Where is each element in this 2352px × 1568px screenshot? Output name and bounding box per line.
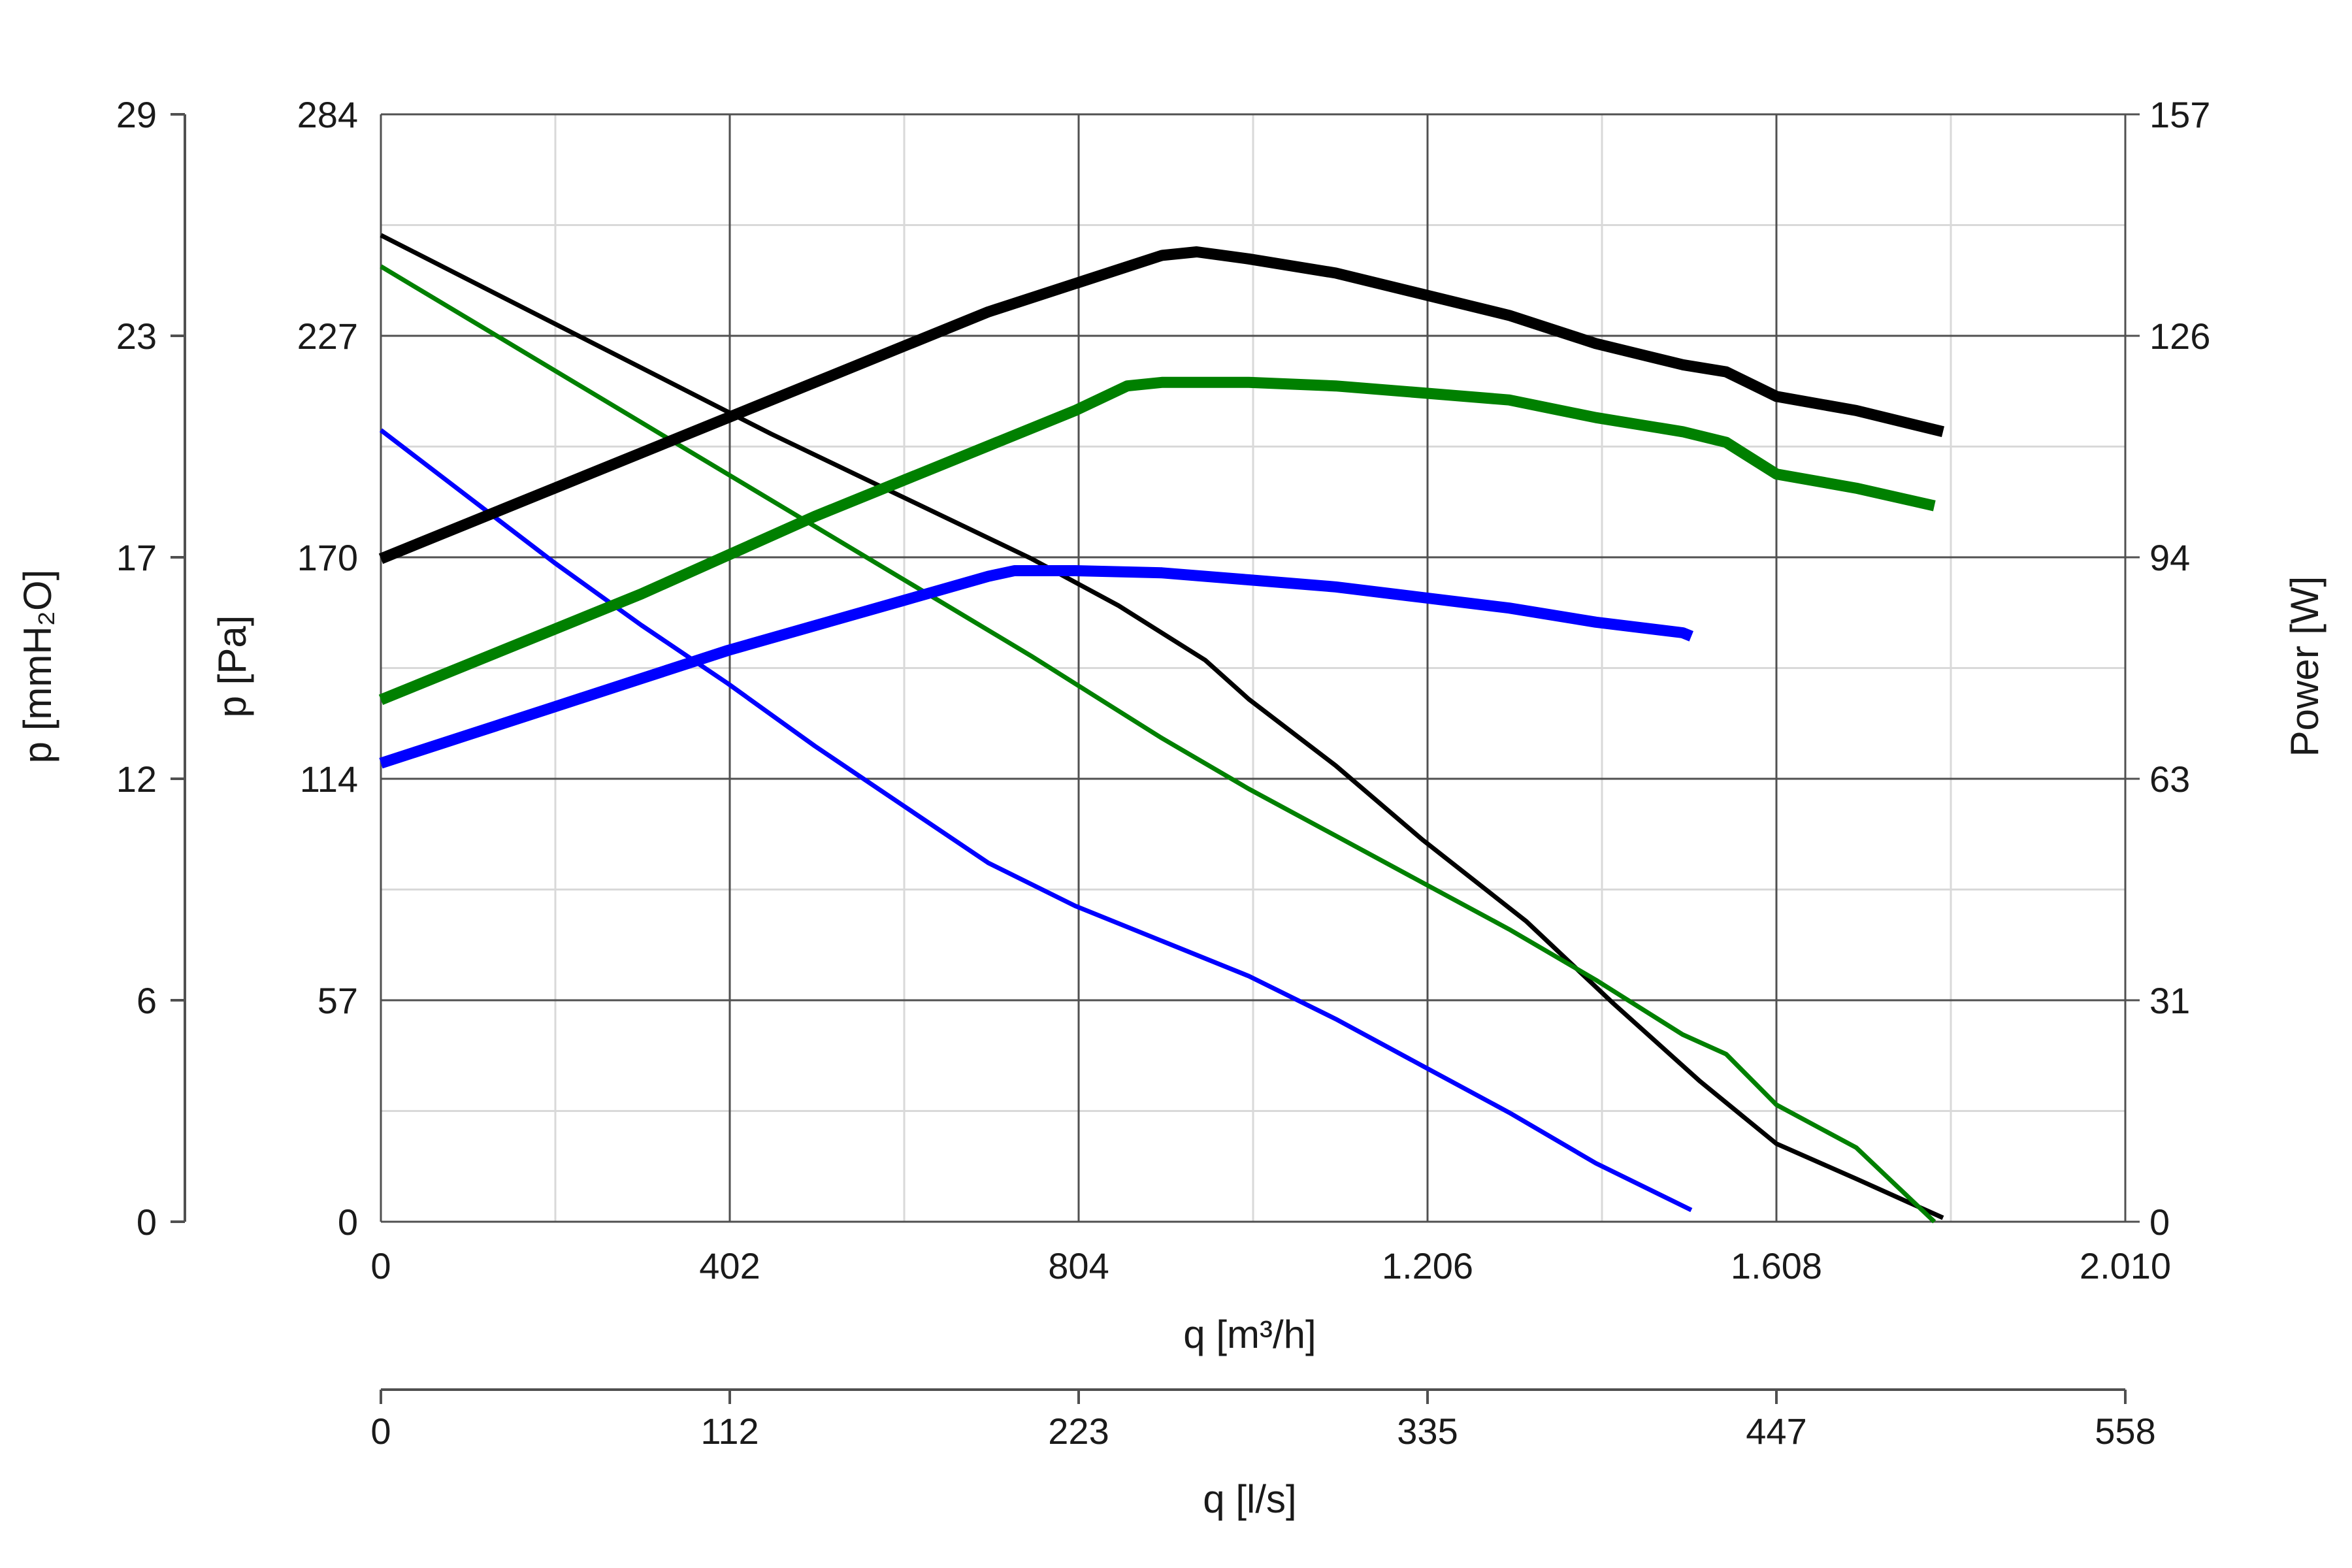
x-tick-label-ls: 223 (1048, 1411, 1109, 1452)
y-tick-label-pa: 114 (300, 759, 358, 800)
x-tick-label-m3h: 402 (699, 1245, 760, 1286)
y-tick-label-mmh2o: 23 (116, 316, 157, 357)
x-tick-label-m3h: 1.206 (1382, 1245, 1473, 1286)
y-tick-label-pa: 227 (297, 316, 358, 357)
x-tick-label-m3h: 0 (370, 1245, 391, 1286)
x-tick-label-m3h: 2.010 (2080, 1245, 2171, 1286)
x-axis-title-m3h: q [m³/h] (1183, 1313, 1316, 1356)
power-curve-3 (378, 246, 1945, 564)
y-axis-title-mmh2o: p [mmH₂O] (16, 570, 59, 764)
y-axis-title-power: Power [W] (2283, 576, 2327, 757)
y-tick-label-mmh2o: 17 (116, 537, 157, 578)
y-tick-label-pa: 170 (297, 537, 358, 578)
y-tick-label-power: 0 (2149, 1201, 2170, 1243)
x-tick-label-ls: 335 (1397, 1411, 1458, 1452)
minor-gridlines (381, 114, 2125, 1222)
y-tick-label-power: 31 (2149, 980, 2190, 1021)
y-tick-label-power: 63 (2149, 759, 2190, 800)
pressure-curve-2 (379, 428, 1693, 1213)
series-layer (378, 233, 1945, 1224)
y-tick-label-power: 126 (2149, 316, 2210, 357)
y-tick-label-mmh2o: 29 (116, 94, 157, 135)
major-gridlines (380, 113, 2127, 1223)
y-tick-label-power: 157 (2149, 94, 2210, 135)
y-tick-label-pa: 0 (338, 1201, 358, 1243)
x-tick-label-ls: 0 (370, 1411, 391, 1452)
x-tick-label-ls: 112 (700, 1411, 759, 1452)
y-tick-label-pa: 284 (297, 94, 358, 135)
y-tick-label-mmh2o: 0 (137, 1201, 157, 1243)
pressure-curve-1 (380, 264, 1936, 1224)
y-tick-label-mmh2o: 12 (116, 759, 157, 800)
x-tick-label-ls: 447 (1746, 1411, 1806, 1452)
y-axis-title-pa: p [Pa] (210, 615, 254, 718)
y-tick-label-power: 94 (2149, 537, 2190, 578)
x-tick-label-m3h: 1.608 (1731, 1245, 1822, 1286)
x-tick-label-ls: 558 (2095, 1411, 2155, 1452)
y-tick-label-pa: 57 (318, 980, 358, 1021)
axes (171, 113, 2140, 1404)
power-curve-4 (378, 376, 1936, 705)
y-tick-label-mmh2o: 6 (137, 980, 157, 1021)
x-tick-label-m3h: 804 (1048, 1245, 1109, 1286)
power-curve-5 (379, 565, 1693, 769)
x-axis-title-ls: q [l/s] (1203, 1477, 1296, 1521)
